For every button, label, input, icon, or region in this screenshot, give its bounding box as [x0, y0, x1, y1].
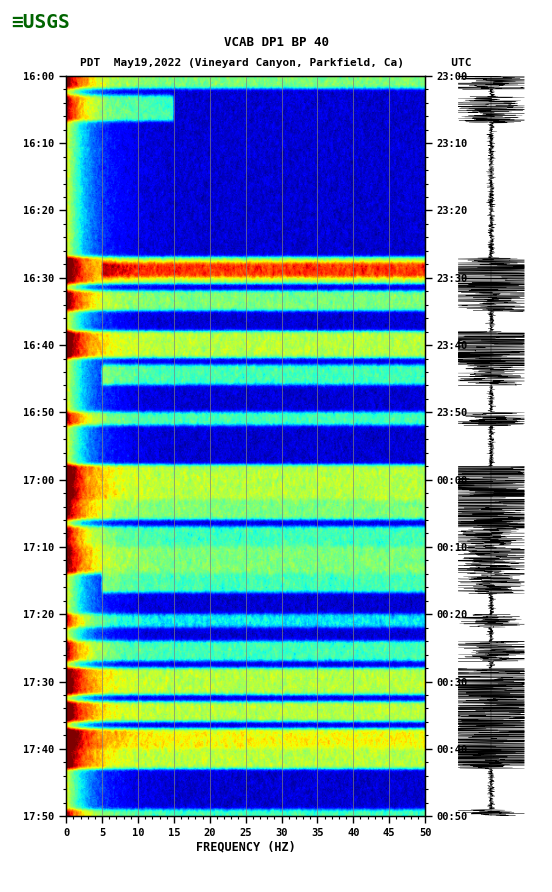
Text: VCAB DP1 BP 40: VCAB DP1 BP 40	[224, 36, 328, 49]
Text: ≡USGS: ≡USGS	[11, 13, 70, 32]
Text: PDT  May19,2022 (Vineyard Canyon, Parkfield, Ca)       UTC: PDT May19,2022 (Vineyard Canyon, Parkfie…	[80, 58, 472, 68]
X-axis label: FREQUENCY (HZ): FREQUENCY (HZ)	[196, 841, 295, 854]
